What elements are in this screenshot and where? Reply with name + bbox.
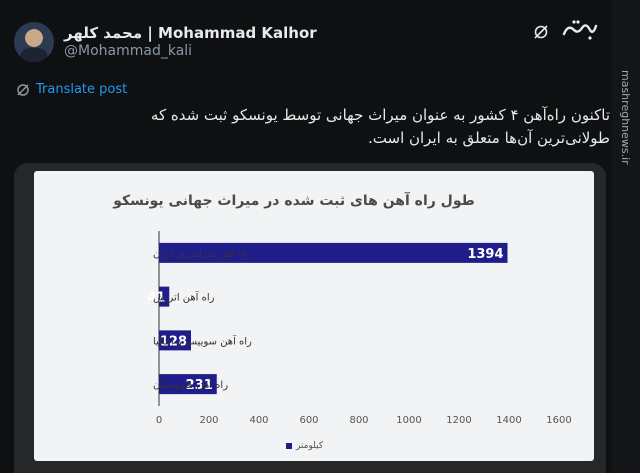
category-label: راه آهن سوییس و ایتالیا	[153, 334, 252, 347]
tweet-text: تاکنون راه‌آهن ۴ کشور به عنوان میراث جها…	[150, 106, 610, 147]
watermark-text: mashreghnews.ir	[619, 70, 632, 165]
bar	[159, 242, 508, 263]
bar	[159, 286, 170, 307]
bar	[159, 330, 191, 351]
mashregh-logo	[562, 20, 598, 40]
x-tick-label: 1200	[446, 415, 471, 426]
translate-post-link[interactable]: Translate post	[16, 82, 127, 97]
x-tick-label: 600	[299, 415, 318, 426]
category-label: راه آهن سراسری ایران	[153, 247, 251, 260]
legend-swatch	[286, 443, 292, 449]
author-name[interactable]: محمد کلهر | Mohammad Kalhor	[64, 24, 317, 42]
chart-title: طول راه آهن های ثبت شده در میراث جهانی ی…	[113, 193, 475, 209]
x-tick-label: 800	[349, 415, 368, 426]
category-label: راه آهن اتریش	[153, 291, 215, 304]
chart-slide: 1394 راه آهن سراسری ایران 41 راه آهن اتریش 1…	[34, 171, 594, 461]
post-image[interactable]: 1394 راه آهن سراسری ایران 41 راه آهن اتریش 1…	[14, 163, 606, 473]
category-label: راه آهن هندوستان	[153, 378, 228, 391]
x-tick-label: 1600	[546, 415, 571, 426]
bar-value-label: 128	[160, 334, 187, 349]
watermark-strip	[612, 0, 640, 473]
chart-legend: کیلومتر	[286, 441, 323, 451]
bar-value-label: 1394	[467, 247, 503, 262]
x-tick-label: 200	[199, 415, 218, 426]
x-tick-label: 1000	[396, 415, 421, 426]
grok-icon[interactable]	[533, 24, 549, 40]
post-card: محمد کلهر | Mohammad Kalhor @Mohammad_ka…	[14, 20, 610, 473]
bar-value-label: 41	[147, 291, 165, 306]
x-tick-label: 400	[249, 415, 268, 426]
translate-icon	[17, 83, 29, 96]
translate-label: Translate post	[36, 82, 128, 97]
avatar[interactable]	[14, 22, 54, 62]
x-tick-label: 1400	[496, 415, 521, 426]
legend-label: کیلومتر	[296, 441, 324, 451]
x-tick-label: 0	[156, 415, 162, 426]
bar-value-label: 231	[186, 378, 213, 393]
bar	[159, 374, 217, 395]
author-handle[interactable]: @Mohammad_kali	[64, 43, 193, 59]
